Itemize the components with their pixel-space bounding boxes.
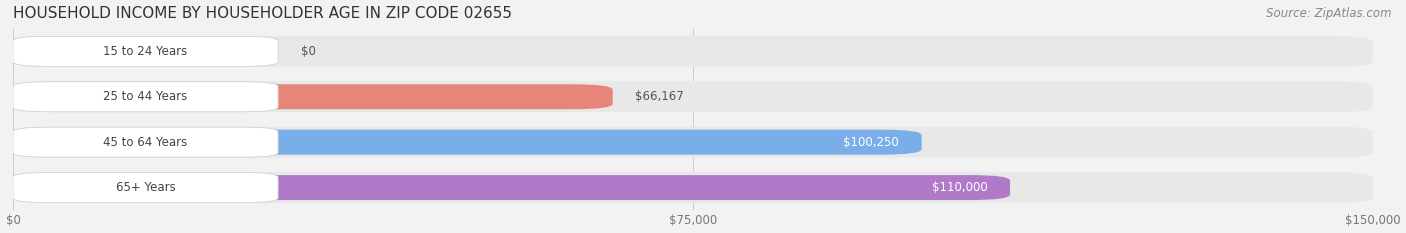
FancyBboxPatch shape bbox=[13, 81, 1372, 112]
FancyBboxPatch shape bbox=[13, 173, 278, 202]
Text: $110,000: $110,000 bbox=[932, 181, 987, 194]
Text: 45 to 64 Years: 45 to 64 Years bbox=[104, 136, 187, 149]
FancyBboxPatch shape bbox=[13, 127, 1372, 158]
Text: HOUSEHOLD INCOME BY HOUSEHOLDER AGE IN ZIP CODE 02655: HOUSEHOLD INCOME BY HOUSEHOLDER AGE IN Z… bbox=[13, 6, 512, 21]
Text: $0: $0 bbox=[301, 45, 316, 58]
FancyBboxPatch shape bbox=[13, 172, 1372, 203]
FancyBboxPatch shape bbox=[13, 82, 278, 112]
FancyBboxPatch shape bbox=[0, 39, 53, 64]
Text: 15 to 24 Years: 15 to 24 Years bbox=[104, 45, 187, 58]
Text: $66,167: $66,167 bbox=[636, 90, 685, 103]
Text: 65+ Years: 65+ Years bbox=[115, 181, 176, 194]
FancyBboxPatch shape bbox=[13, 36, 278, 66]
Text: Source: ZipAtlas.com: Source: ZipAtlas.com bbox=[1267, 7, 1392, 20]
FancyBboxPatch shape bbox=[13, 36, 1372, 67]
FancyBboxPatch shape bbox=[13, 175, 1010, 200]
FancyBboxPatch shape bbox=[13, 84, 613, 109]
FancyBboxPatch shape bbox=[13, 130, 922, 155]
FancyBboxPatch shape bbox=[13, 127, 278, 157]
Text: 25 to 44 Years: 25 to 44 Years bbox=[104, 90, 187, 103]
Text: $100,250: $100,250 bbox=[844, 136, 898, 149]
